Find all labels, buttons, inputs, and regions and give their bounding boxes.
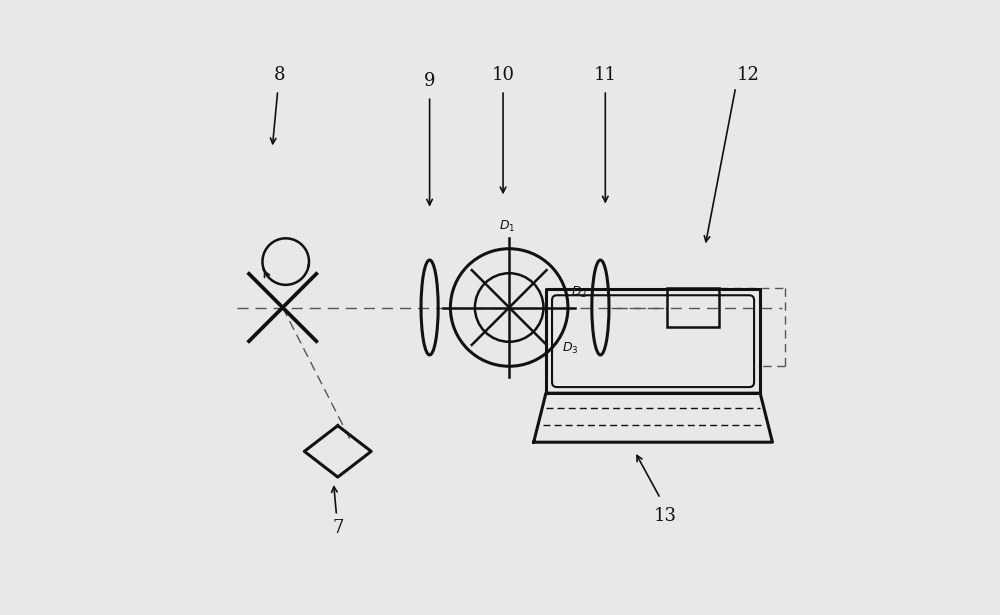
Text: 7: 7: [332, 519, 343, 537]
Text: 13: 13: [654, 507, 677, 525]
Text: $D_2$: $D_2$: [571, 285, 587, 300]
Text: 10: 10: [492, 66, 515, 84]
Text: 11: 11: [594, 66, 617, 84]
Text: $D_1$: $D_1$: [499, 219, 516, 234]
Text: 8: 8: [274, 66, 285, 84]
Text: 12: 12: [737, 66, 759, 84]
Text: 9: 9: [424, 72, 435, 90]
Bar: [667, 288, 719, 327]
Text: $D_3$: $D_3$: [562, 341, 578, 356]
